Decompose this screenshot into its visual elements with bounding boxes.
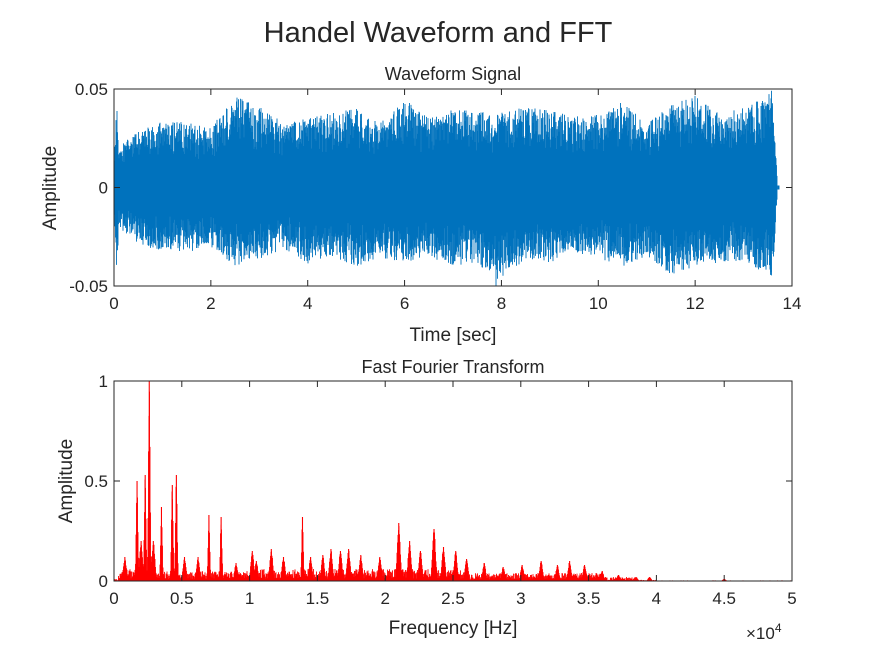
fft-axes: Fast Fourier Transform 0 0.5 1 1.5 2 2.5 3 3.5 4…	[56, 357, 797, 643]
waveform-ylabel: Amplitude	[40, 146, 61, 231]
ytick-label: 0	[99, 179, 108, 198]
ytick-label: 0.5	[84, 472, 108, 491]
ytick-label: 0.05	[75, 80, 108, 99]
waveform-xlabel: Time [sec]	[410, 325, 497, 346]
ytick-label: 0	[99, 572, 108, 591]
xtick-label: 10	[589, 294, 608, 313]
xtick-label: 3.5	[577, 589, 601, 608]
xtick-label: 1	[245, 589, 254, 608]
xtick-label: 4	[652, 589, 661, 608]
fft-plot-area	[114, 381, 792, 581]
ytick-label: -0.05	[69, 277, 108, 296]
xtick-label: 14	[783, 294, 802, 313]
xtick-label: 6	[400, 294, 409, 313]
fft-x-exponent-power: 4	[775, 621, 782, 635]
xtick-label: 0	[109, 589, 118, 608]
waveform-title: Waveform Signal	[385, 64, 521, 84]
xtick-label: 8	[497, 294, 506, 313]
fft-ylabel: Amplitude	[56, 439, 77, 524]
xtick-label: 0	[109, 294, 118, 313]
xtick-label: 3	[516, 589, 525, 608]
fft-x-exponent-base: ×10	[746, 624, 775, 643]
xtick-label: 5	[787, 589, 796, 608]
fft-title: Fast Fourier Transform	[361, 357, 544, 377]
xtick-label: 2	[206, 294, 215, 313]
xtick-label: 0.5	[170, 589, 194, 608]
xtick-label: 2	[380, 589, 389, 608]
xtick-label: 2.5	[441, 589, 465, 608]
xtick-label: 4	[303, 294, 312, 313]
waveform-series-line	[114, 91, 777, 286]
fft-xlabel: Frequency [Hz]	[389, 618, 518, 639]
waveform-plot-area	[114, 91, 779, 286]
fft-ticks: 0 0.5 1 1.5 2 2.5 3 3.5 4 4.5 5 0 0.5 1	[84, 372, 796, 608]
xtick-label: 4.5	[712, 589, 736, 608]
ytick-label: 1	[99, 372, 108, 391]
xtick-label: 1.5	[306, 589, 330, 608]
fft-x-exponent: ×104	[746, 621, 782, 643]
figure-title: Handel Waveform and FFT	[264, 17, 613, 49]
xtick-label: 12	[686, 294, 705, 313]
fft-axes-box	[114, 381, 792, 581]
fft-series-line	[114, 392, 792, 581]
